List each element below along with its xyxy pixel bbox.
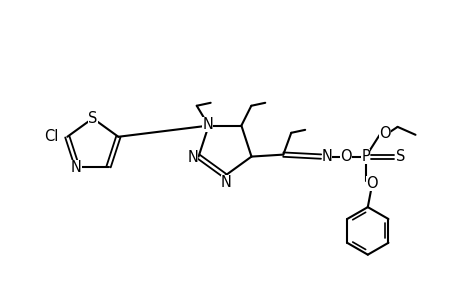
Text: P: P	[361, 149, 369, 164]
Text: Cl: Cl	[44, 129, 58, 144]
Text: N: N	[321, 149, 332, 164]
Text: N: N	[187, 150, 198, 165]
Text: O: O	[339, 149, 351, 164]
Text: N: N	[202, 117, 213, 132]
Text: N: N	[220, 175, 231, 190]
Text: O: O	[365, 176, 377, 191]
Text: N: N	[71, 160, 81, 175]
Text: S: S	[395, 149, 404, 164]
Text: O: O	[378, 126, 390, 141]
Text: S: S	[88, 111, 97, 126]
